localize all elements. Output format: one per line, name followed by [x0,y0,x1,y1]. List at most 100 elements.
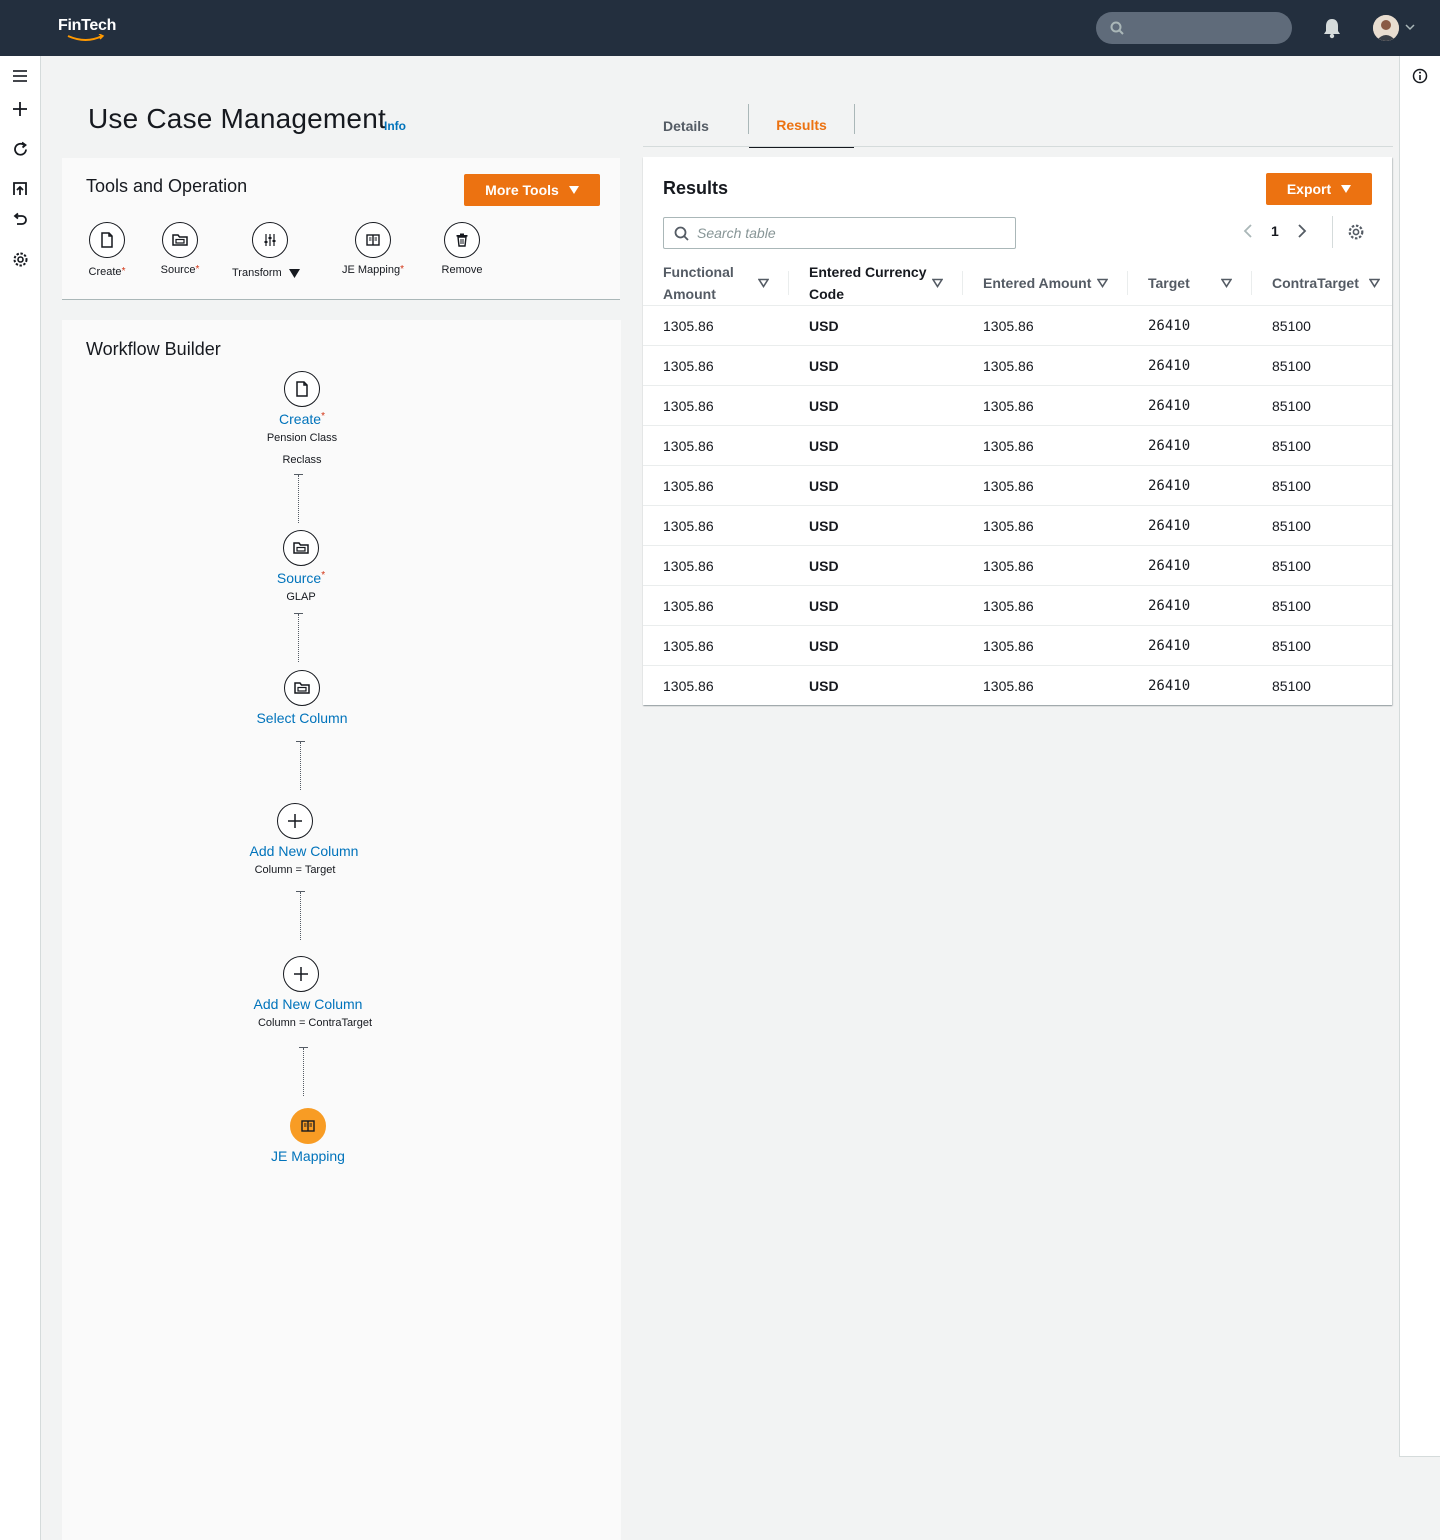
cell-currency-code: USD [789,505,963,546]
current-page-number[interactable]: 1 [1271,223,1279,239]
workflow-node-create[interactable]: Create* Pension Class Reclass [252,371,352,471]
book-icon [301,1120,315,1132]
sort-caret-icon[interactable] [758,278,769,288]
tool-remove-circle[interactable] [444,222,480,258]
global-search-input[interactable] [1096,12,1292,44]
tool-je-mapping-circle[interactable] [355,222,391,258]
info-circle-icon[interactable] [1412,68,1428,84]
workflow-node-title[interactable]: Add New Column [253,996,363,1012]
workflow-node-circle[interactable] [283,956,319,992]
pagination: 1 [1241,223,1309,239]
table-row[interactable]: 1305.86 USD 1305.86 26410 85100 [643,345,1392,386]
tool-create[interactable]: Create* [86,222,128,278]
workflow-node-je-mapping[interactable]: JE Mapping [258,1108,358,1164]
page-title: Use Case Management [88,103,386,134]
column-header-target[interactable]: Target [1128,261,1252,306]
workflow-connector [300,742,301,790]
column-header-functional-amount[interactable]: Functional Amount [643,261,789,306]
table-row[interactable]: 1305.86 USD 1305.86 26410 85100 [643,505,1392,546]
cell-functional-amount: 1305.86 [643,425,789,466]
workflow-node-circle[interactable] [277,803,313,839]
tool-transform[interactable]: Transform [232,222,308,279]
workflow-node-add-new-column-target[interactable]: Add New Column Column = Target [230,803,360,881]
search-table-field[interactable] [663,217,1016,249]
tool-source[interactable]: Source* [158,222,202,276]
trash-icon [456,233,468,247]
caret-down-icon [568,186,579,194]
column-header-entered-amount[interactable]: Entered Amount [963,261,1128,306]
table-row[interactable]: 1305.86 USD 1305.86 26410 85100 [643,465,1392,506]
cell-currency-code: USD [789,625,963,666]
column-header-contratarget[interactable]: ContraTarget [1252,261,1392,306]
results-title: Results [663,178,729,198]
sort-caret-icon[interactable] [932,278,943,288]
tool-je-mapping[interactable]: JE Mapping* [338,222,408,276]
user-avatar[interactable] [1373,15,1399,41]
tool-remove-label: Remove [441,264,483,276]
table-row[interactable]: 1305.86 USD 1305.86 26410 85100 [643,665,1392,706]
column-header-entered-currency-code[interactable]: Entered Currency Code [789,261,963,306]
book-icon [366,234,380,246]
table-row[interactable]: 1305.86 USD 1305.86 26410 85100 [643,585,1392,626]
export-button[interactable]: Export [1266,173,1372,205]
upload-icon[interactable] [10,179,30,199]
more-tools-button[interactable]: More Tools [464,174,600,206]
sort-caret-icon[interactable] [1369,278,1380,288]
more-tools-label: More Tools [485,182,559,198]
workflow-node-title[interactable]: Source* [276,570,326,586]
cell-contratarget: 85100 [1252,425,1392,466]
workflow-node-subtitle: Reclass [282,454,322,466]
cell-functional-amount: 1305.86 [643,385,789,426]
menu-icon[interactable] [10,66,30,86]
connector-cap [294,613,303,614]
tabs-underline [643,146,1393,147]
chevron-left-icon[interactable] [1241,223,1255,239]
tab-divider [748,104,749,134]
chevron-down-icon[interactable] [1405,23,1415,31]
tools-and-operation-panel: Tools and Operation More Tools Create* S… [62,158,620,300]
table-preferences-gear-icon[interactable] [1347,223,1365,241]
right-help-rail [1399,56,1440,1457]
info-link[interactable]: Info [384,119,406,133]
tool-transform-circle[interactable] [252,222,288,258]
table-row[interactable]: 1305.86 USD 1305.86 26410 85100 [643,545,1392,586]
table-row[interactable]: 1305.86 USD 1305.86 26410 85100 [643,305,1392,346]
cell-contratarget: 85100 [1252,385,1392,426]
tool-source-circle[interactable] [162,222,198,258]
sort-caret-icon[interactable] [1221,278,1232,288]
brand-logo[interactable]: FinTech [58,17,117,34]
pager-divider [1332,216,1333,248]
table-row[interactable]: 1305.86 USD 1305.86 26410 85100 [643,425,1392,466]
table-row[interactable]: 1305.86 USD 1305.86 26410 85100 [643,625,1392,666]
workflow-node-circle[interactable] [290,1108,326,1144]
table-row[interactable]: 1305.86 USD 1305.86 26410 85100 [643,385,1392,426]
tool-remove[interactable]: Remove [438,222,486,276]
notifications-bell-icon[interactable] [1322,17,1342,39]
workflow-node-title[interactable]: Select Column [256,710,348,726]
undo-icon[interactable] [10,210,30,230]
cell-entered-amount: 1305.86 [963,505,1128,546]
sort-caret-icon[interactable] [1097,278,1108,288]
refresh-icon[interactable] [10,139,30,159]
workflow-node-circle[interactable] [283,530,319,566]
workflow-node-title[interactable]: Add New Column [249,843,359,859]
caret-down-icon[interactable] [288,268,300,278]
workflow-node-title[interactable]: Create* [279,411,325,427]
workflow-node-circle[interactable] [284,670,320,706]
tool-create-circle[interactable] [89,222,125,258]
settings-gear-icon[interactable] [10,249,30,269]
tab-details[interactable]: Details [663,118,709,134]
cell-target: 26410 [1128,345,1252,386]
workflow-node-select-column[interactable]: Select Column [242,670,362,726]
tab-results[interactable]: Results [749,104,854,148]
document-icon [101,232,113,248]
workflow-node-add-new-column-contratarget[interactable]: Add New Column Column = ContraTarget [235,956,385,1034]
add-icon[interactable] [10,99,30,119]
workflow-node-circle[interactable] [284,371,320,407]
search-table-input[interactable] [697,225,997,241]
chevron-right-icon[interactable] [1295,223,1309,239]
workflow-node-title[interactable]: JE Mapping [271,1148,345,1164]
workflow-node-source[interactable]: Source* GLAP [251,530,351,608]
workflow-node-subtitle: Column = Target [254,864,336,876]
cell-contratarget: 85100 [1252,585,1392,626]
